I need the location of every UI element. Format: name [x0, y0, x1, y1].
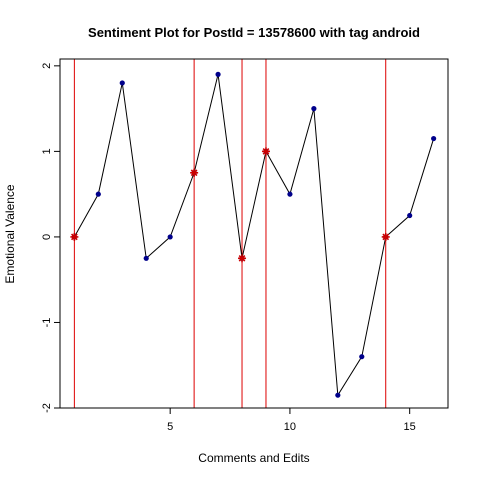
- sentiment-line: [73, 74, 435, 397]
- data-point-5: [167, 234, 173, 240]
- y-tick-label-1: 1: [41, 148, 53, 154]
- y-tick-label--1: -1: [41, 318, 53, 328]
- highlight-marker-6: [190, 168, 199, 177]
- chart-title: Sentiment Plot for PostId = 13578600 wit…: [88, 25, 420, 40]
- data-point-10: [287, 191, 293, 197]
- highlight-marker-1: [70, 232, 79, 241]
- data-point-16: [431, 135, 437, 142]
- data-point-4: [143, 255, 149, 261]
- y-axis: -2 -1 0 1 2: [41, 63, 60, 413]
- data-point-7: [215, 71, 221, 77]
- x-tick-label-15: 15: [404, 421, 416, 433]
- y-tick-label--2: -2: [41, 403, 53, 413]
- x-tick-label-10: 10: [284, 421, 296, 433]
- data-point-2: [95, 191, 101, 197]
- x-tick-label-5: 5: [167, 421, 173, 433]
- highlight-marker-14: [381, 232, 390, 241]
- y-axis-label: Emotional Valence: [3, 184, 17, 283]
- series-line: [73, 74, 435, 397]
- highlight-marker-8: [238, 254, 247, 263]
- highlight-marker-9: [261, 147, 270, 156]
- x-axis: 5 10 15: [167, 408, 416, 433]
- data-point-11: [311, 106, 317, 112]
- x-axis-label: Comments and Edits: [198, 451, 309, 465]
- data-point-12: [335, 392, 341, 398]
- vertical-markers: [73, 59, 387, 408]
- y-tick-label-2: 2: [41, 63, 53, 69]
- data-points: [70, 71, 437, 398]
- data-point-13: [359, 354, 365, 360]
- y-tick-label-0: 0: [41, 234, 53, 240]
- data-point-15: [407, 212, 413, 219]
- plot-frame: [59, 58, 449, 409]
- data-point-3: [119, 80, 125, 86]
